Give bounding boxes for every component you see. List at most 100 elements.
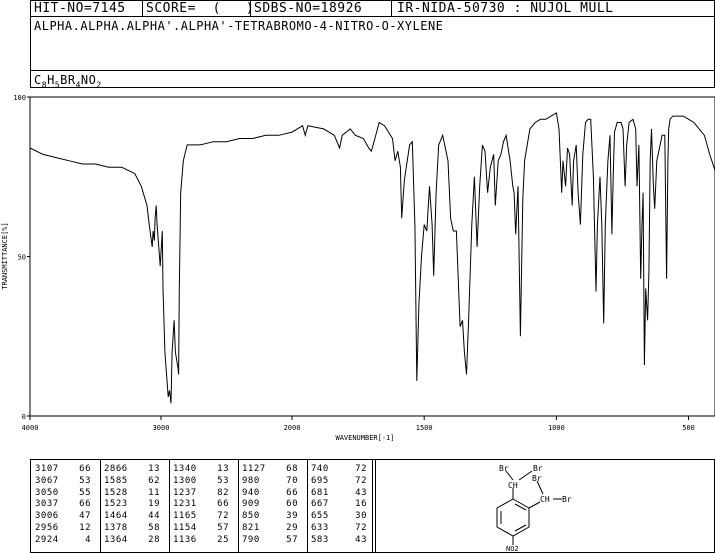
x-axis-label: WAVENUMBER[-1]	[335, 434, 394, 442]
peak-wavenumber: 655	[311, 511, 329, 522]
peak-wavenumber: 3037	[35, 499, 59, 510]
ir-code: IR-NIDA-50730 : NUJOL MULL	[397, 1, 614, 16]
peak-wavenumber: 1378	[104, 523, 128, 533]
peak-wavenumber: 940	[242, 487, 260, 498]
peak-transmittance: 16	[355, 499, 367, 510]
peak-wavenumber: 1127	[242, 464, 266, 474]
peak-transmittance: 72	[355, 475, 367, 486]
peak-transmittance: 66	[217, 499, 229, 510]
peak-wavenumber: 1154	[173, 523, 197, 533]
peak-transmittance: 43	[355, 534, 367, 545]
peak-wavenumber: 2956	[35, 523, 59, 533]
ring-double-bond	[514, 503, 527, 511]
peak-transmittance: 58	[148, 523, 160, 533]
benzene-ring	[496, 498, 530, 537]
peak-wavenumber: 2866	[104, 464, 128, 474]
peak-wavenumber: 909	[242, 499, 260, 510]
peak-transmittance: 53	[217, 475, 229, 486]
x-tick-label: 4000	[22, 424, 39, 432]
peak-wavenumber: 1340	[173, 464, 197, 474]
x-tick-label: 1000	[548, 424, 565, 432]
sdbs-number: SDBS-NO=18926	[254, 1, 363, 16]
peak-transmittance: 30	[355, 511, 367, 522]
peak-wavenumber: 681	[311, 487, 329, 498]
x-tick-label: 3000	[153, 424, 170, 432]
y-axis-ticks: 100 50 0	[13, 94, 30, 421]
peak-wavenumber: 633	[311, 523, 329, 533]
peak-transmittance: 70	[286, 475, 298, 486]
peak-transmittance: 29	[286, 523, 298, 533]
header-divider-3	[391, 0, 392, 17]
peak-transmittance: 66	[79, 464, 91, 474]
peak-wavenumber: 3006	[35, 511, 59, 522]
peak-transmittance: 13	[217, 464, 229, 474]
peak-transmittance: 11	[148, 487, 160, 498]
peak-table-divider	[169, 459, 170, 553]
peak-wavenumber: 850	[242, 511, 260, 522]
peak-wavenumber: 2924	[35, 534, 59, 545]
peak-wavenumber: 821	[242, 523, 260, 533]
peak-table-divider	[238, 459, 239, 553]
peak-wavenumber: 1585	[104, 475, 128, 486]
nitro-group: NO2	[506, 545, 519, 553]
peak-transmittance: 47	[79, 511, 91, 522]
bond	[528, 501, 541, 509]
x-tick-label: 1500	[416, 424, 433, 432]
ring-double-bond	[514, 524, 527, 532]
peak-transmittance: 12	[79, 523, 91, 533]
peak-transmittance: 72	[355, 464, 367, 474]
peak-transmittance: 43	[355, 487, 367, 498]
atom-br: Br	[562, 495, 572, 504]
peak-wavenumber: 3067	[35, 475, 59, 486]
hit-number: HIT-NO=7145	[34, 1, 126, 16]
bond	[536, 480, 544, 495]
peak-wavenumber: 1136	[173, 534, 197, 545]
peak-wavenumber: 1523	[104, 499, 128, 510]
peak-wavenumber: 1528	[104, 487, 128, 498]
peak-transmittance: 55	[79, 487, 91, 498]
x-tick-label: 500	[682, 424, 695, 432]
peak-transmittance: 25	[217, 534, 229, 545]
peak-wavenumber: 740	[311, 464, 329, 474]
peak-wavenumber: 1464	[104, 511, 128, 522]
peak-wavenumber: 583	[311, 534, 329, 545]
x-tick-label: 2000	[284, 424, 301, 432]
peak-transmittance: 72	[355, 523, 367, 533]
peak-transmittance: 57	[217, 523, 229, 533]
peak-transmittance: 57	[286, 534, 298, 545]
peak-transmittance: 4	[85, 534, 91, 545]
peak-transmittance: 19	[148, 499, 160, 510]
y-tick-label: 50	[18, 254, 26, 262]
header-divider-2	[250, 0, 251, 17]
peak-wavenumber: 667	[311, 499, 329, 510]
peak-wavenumber: 1231	[173, 499, 197, 510]
peak-wavenumber: 3107	[35, 464, 59, 474]
x-axis-ticks: 4000 3000 2000 1500 1000 500	[22, 416, 695, 432]
peak-wavenumber: 1300	[173, 475, 197, 486]
peak-transmittance: 72	[217, 511, 229, 522]
peak-transmittance: 53	[79, 475, 91, 486]
peak-wavenumber: 790	[242, 534, 260, 545]
y-tick-label: 0	[22, 413, 26, 421]
y-axis-label: TRANSMITTANCE[%]	[1, 222, 9, 289]
y-tick-label: 100	[13, 94, 26, 102]
peak-wavenumber: 695	[311, 475, 329, 486]
peak-transmittance: 66	[286, 487, 298, 498]
peak-wavenumber: 1364	[104, 534, 128, 545]
molecular-structure: Br Br CH CH Br Br NO2	[496, 464, 572, 553]
atom-ch: CH	[508, 481, 518, 490]
peak-wavenumber: 980	[242, 475, 260, 486]
peak-transmittance: 66	[79, 499, 91, 510]
atom-br: Br	[532, 474, 542, 483]
peak-transmittance: 82	[217, 487, 229, 498]
atom-ch: CH	[540, 495, 550, 504]
molecular-formula: C8H5BR4NO2	[34, 73, 102, 90]
bond	[518, 470, 533, 481]
peak-transmittance: 44	[148, 511, 160, 522]
compound-name: ALPHA.ALPHA.ALPHA'.ALPHA'-TETRABROMO-4-N…	[34, 19, 444, 33]
peak-transmittance: 68	[286, 464, 298, 474]
peak-transmittance: 13	[148, 464, 160, 474]
spectrum-line	[29, 112, 715, 404]
atom-br: Br	[533, 464, 543, 473]
